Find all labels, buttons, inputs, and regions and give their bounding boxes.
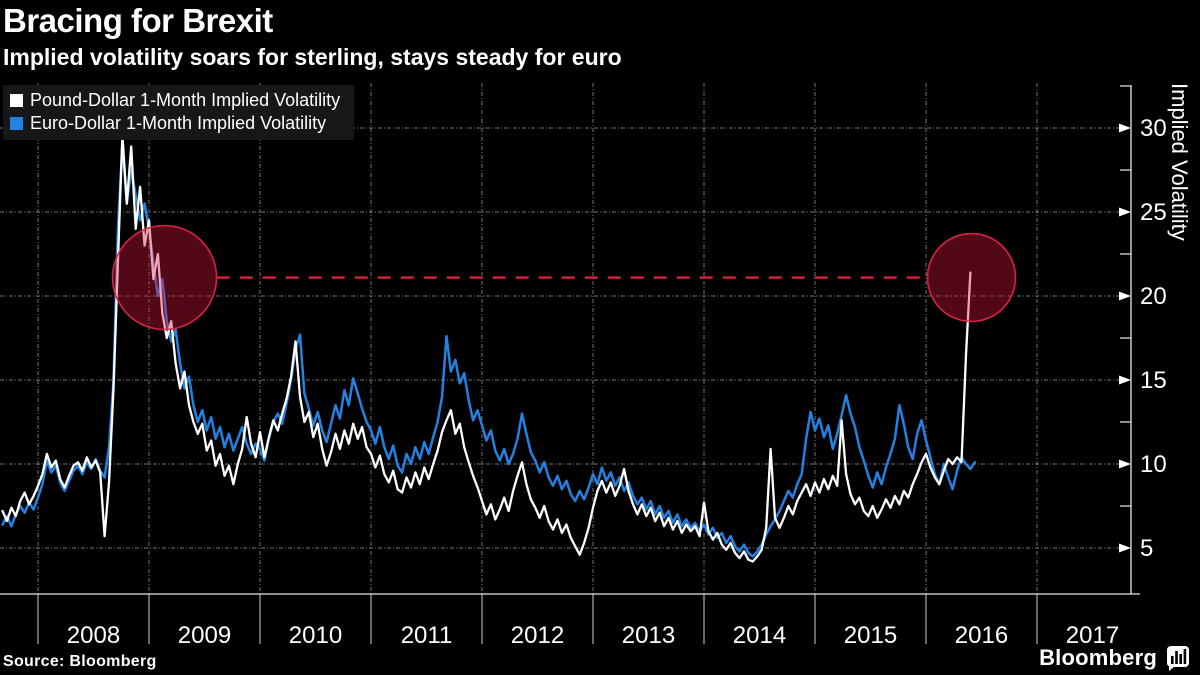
y-tick-label: 30 bbox=[1140, 115, 1167, 142]
source-note: Source: Bloomberg bbox=[3, 653, 157, 670]
y-major-tick-arrow-icon bbox=[1119, 375, 1131, 385]
y-tick-label: 5 bbox=[1140, 535, 1153, 562]
legend-label: Euro-Dollar 1-Month Implied Volatility bbox=[30, 113, 327, 133]
chart-legend: Pound-Dollar 1-Month Implied Volatility … bbox=[3, 85, 355, 140]
pound-series-line bbox=[1, 133, 972, 563]
legend-item-pound-dollar: Pound-Dollar 1-Month Implied Volatility bbox=[10, 90, 340, 110]
y-major-tick-arrow-icon bbox=[1119, 123, 1131, 133]
x-tick-label: 2010 bbox=[289, 622, 342, 649]
y-major-tick-arrow-icon bbox=[1119, 207, 1131, 217]
y-tick-label: 10 bbox=[1140, 451, 1167, 478]
x-tick-label: 2013 bbox=[622, 622, 675, 649]
x-tick-label: 2017 bbox=[1066, 622, 1119, 649]
x-tick-label: 2009 bbox=[178, 622, 231, 649]
legend-item-euro-dollar: Euro-Dollar 1-Month Implied Volatility bbox=[10, 113, 340, 133]
x-tick-label: 2008 bbox=[67, 622, 120, 649]
y-tick-label: 15 bbox=[1140, 367, 1167, 394]
highlight-circle-2008-crisis-highlight bbox=[111, 224, 218, 331]
pound-series-swatch-icon bbox=[10, 93, 23, 107]
y-tick-label: 25 bbox=[1140, 199, 1167, 226]
bloomberg-branding: Bloomberg bbox=[1039, 645, 1190, 671]
x-tick-label: 2016 bbox=[955, 622, 1008, 649]
x-tick-label: 2011 bbox=[401, 622, 453, 649]
chart-subtitle: Implied volatility soars for sterling, s… bbox=[3, 44, 622, 70]
y-major-tick-arrow-icon bbox=[1119, 543, 1131, 553]
y-tick-label: 20 bbox=[1140, 283, 1167, 310]
x-tick-label: 2012 bbox=[511, 622, 564, 649]
x-tick-label: 2015 bbox=[844, 622, 897, 649]
highlight-circle-2016-brexit-highlight bbox=[926, 232, 1017, 323]
y-major-tick-arrow-icon bbox=[1119, 291, 1131, 301]
legend-label: Pound-Dollar 1-Month Implied Volatility bbox=[30, 90, 341, 110]
x-tick-label: 2014 bbox=[733, 622, 786, 649]
bar-chart-bubble-icon bbox=[1167, 646, 1189, 671]
y-axis-title: Implied Volatility bbox=[1167, 83, 1192, 241]
chart-title: Bracing for Brexit bbox=[3, 2, 273, 39]
y-major-tick-arrow-icon bbox=[1119, 459, 1131, 469]
euro-series-swatch-icon bbox=[10, 116, 23, 130]
bloomberg-logo-text: Bloomberg bbox=[1039, 645, 1157, 670]
euro-series-line bbox=[1, 143, 977, 558]
